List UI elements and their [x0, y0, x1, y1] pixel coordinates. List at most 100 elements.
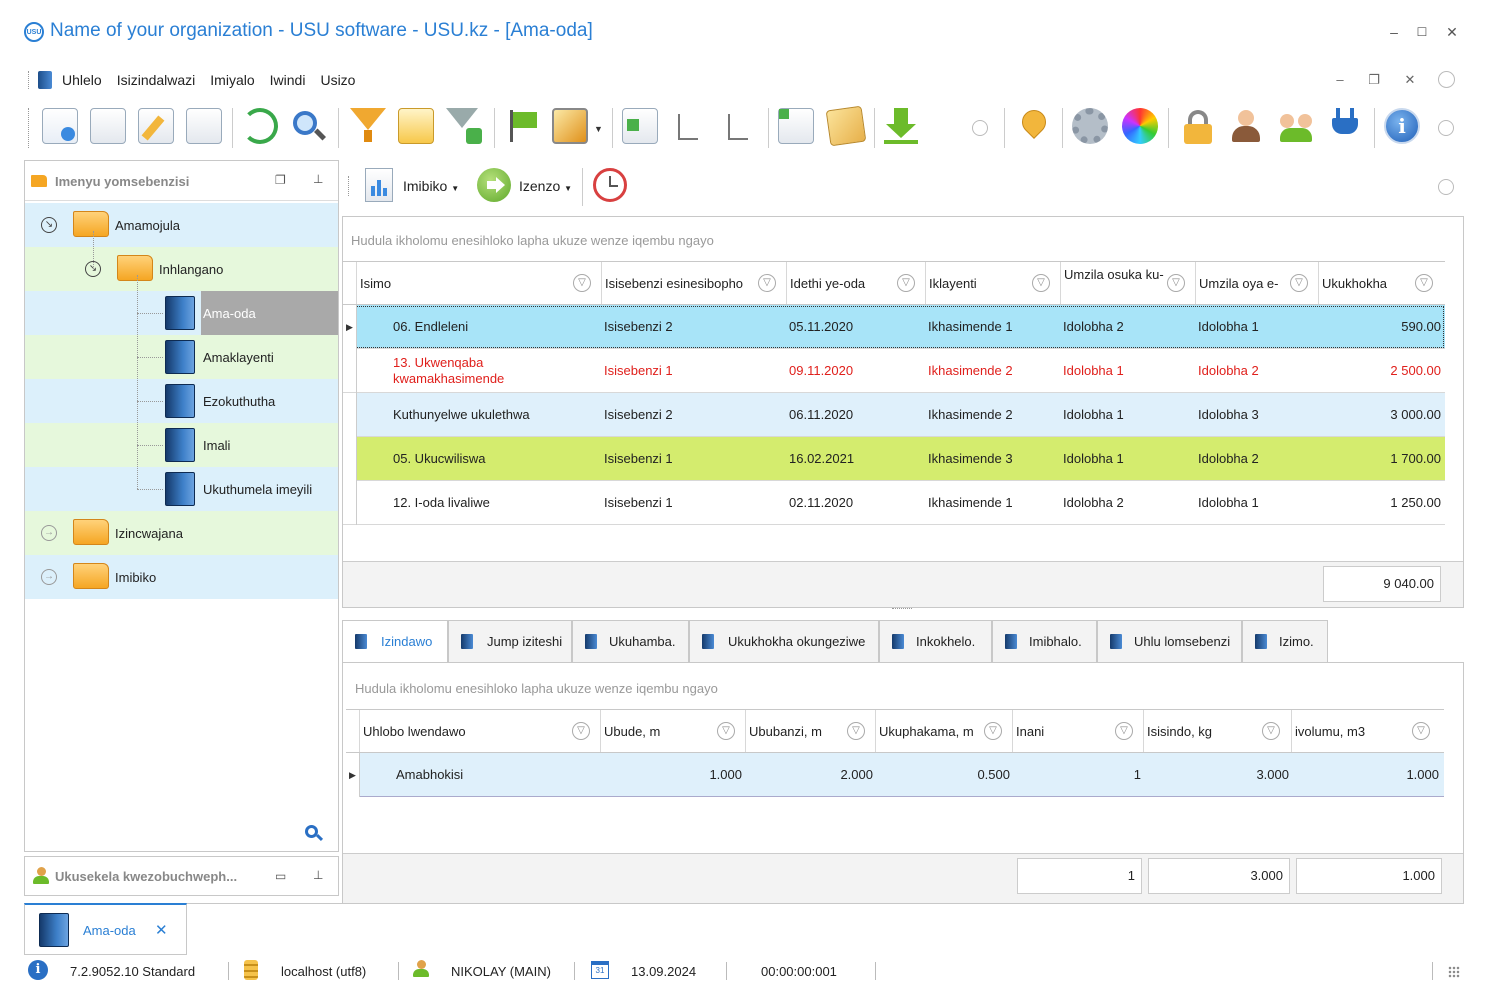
column-header-location-type[interactable]: Uhlobo lwendawo ▽ — [360, 710, 601, 752]
image-dropdown-icon[interactable]: ▼ — [594, 124, 603, 134]
menu-item-help[interactable]: Usizo — [320, 72, 356, 88]
tree-item-email[interactable]: Ukuthumela imeyili — [25, 467, 338, 511]
lock-icon[interactable] — [1180, 108, 1216, 144]
panel-pin-icon[interactable]: ⊥ — [313, 172, 324, 186]
tree-node-organization[interactable]: ↘ Inhlangano — [25, 247, 338, 291]
filter-icon[interactable]: ▽ — [984, 722, 1002, 740]
actions-arrow-icon[interactable] — [477, 168, 511, 202]
menu-item-commands[interactable]: Imiyalo — [210, 72, 255, 88]
tree-item-transport[interactable]: Ezokuthutha — [25, 379, 338, 423]
panel-pin-icon[interactable]: ⊥ — [313, 868, 324, 882]
plugin-icon[interactable] — [1328, 108, 1364, 144]
table-row[interactable]: 13. Ukwenqaba kwamakhasimende Isisebenzi… — [343, 349, 1445, 393]
user-admin-icon[interactable] — [1228, 108, 1264, 144]
search-icon[interactable] — [305, 825, 324, 842]
toolbar-end-collapse-icon[interactable] — [1438, 120, 1454, 136]
tab-additional-payments[interactable]: Ukukhokha okungeziwe — [689, 620, 879, 662]
column-header-weight[interactable]: Isisindo, kg ▽ — [1144, 710, 1292, 752]
report-icon[interactable] — [365, 168, 393, 202]
flag-icon[interactable] — [504, 108, 540, 144]
splitter-handle[interactable] — [892, 608, 912, 612]
clock-icon[interactable] — [593, 168, 627, 202]
column-header-height[interactable]: Ukuphakama, m ▽ — [876, 710, 1013, 752]
reports-dropdown[interactable]: Imibiko ▼ — [403, 178, 460, 194]
filter-icon[interactable]: ▽ — [847, 722, 865, 740]
tree-item-orders[interactable]: Ama-oda — [25, 291, 338, 335]
column-header-route-to[interactable]: Umzila oya e- ▽ — [1196, 262, 1319, 304]
column-header-quantity[interactable]: Inani ▽ — [1013, 710, 1144, 752]
expand-icon[interactable]: → — [41, 569, 57, 585]
menu-collapse-icon[interactable] — [1438, 71, 1455, 88]
tab-movement[interactable]: Ukuhamba. — [572, 620, 689, 662]
filter-icon[interactable]: ▽ — [1032, 274, 1050, 292]
filter-edit-icon[interactable] — [398, 108, 434, 144]
users-group-icon[interactable] — [1278, 108, 1314, 144]
tree-collapse-icon[interactable] — [720, 108, 756, 144]
column-header-width[interactable]: Ububanzi, m ▽ — [746, 710, 876, 752]
filter-icon[interactable]: ▽ — [897, 274, 915, 292]
window-close-button[interactable]: ✕ — [1446, 24, 1458, 40]
info-icon[interactable]: i — [1384, 108, 1420, 144]
toolbar-collapse-icon[interactable] — [972, 120, 988, 136]
mdi-minimize-button[interactable]: – — [1336, 72, 1344, 87]
refresh-icon[interactable] — [242, 108, 278, 144]
tree-item-clients[interactable]: Amaklayenti — [25, 335, 338, 379]
image-icon[interactable] — [552, 108, 588, 144]
collapse-icon[interactable]: ↘ — [41, 217, 57, 233]
report-bar-collapse-icon[interactable] — [1438, 179, 1454, 195]
window-maximize-button[interactable]: ☐ — [1416, 25, 1428, 39]
filter-icon[interactable]: ▽ — [1167, 274, 1185, 292]
download-icon[interactable] — [884, 108, 920, 144]
window-minimize-button[interactable]: – — [1390, 24, 1398, 40]
expand-icon[interactable]: → — [41, 525, 57, 541]
resize-grip-icon[interactable] — [1448, 966, 1460, 978]
tab-documents[interactable]: Imibhalo. — [992, 620, 1097, 662]
column-header-volume[interactable]: ivolumu, m3 ▽ — [1292, 710, 1443, 752]
copy-record-icon[interactable] — [90, 108, 126, 144]
table-row[interactable]: 05. Ukucwiliswa Isisebenzi 1 16.02.2021 … — [343, 437, 1445, 481]
mdi-restore-button[interactable]: ❐ — [1368, 72, 1380, 87]
table-row[interactable]: 12. I-oda livaliwe Isisebenzi 1 02.11.20… — [343, 481, 1445, 525]
tab-statuses[interactable]: Izimo. — [1242, 620, 1328, 662]
delete-record-icon[interactable] — [186, 108, 222, 144]
filter-icon[interactable]: ▽ — [1290, 274, 1308, 292]
table-row[interactable]: ▶ Amabhokisi 1.000 2.000 0.500 1 3.000 1… — [346, 753, 1444, 797]
column-header-client[interactable]: Iklayenti ▽ — [926, 262, 1061, 304]
search-icon[interactable] — [290, 108, 327, 144]
filter-icon[interactable]: ▽ — [758, 274, 776, 292]
tree-node-reports[interactable]: → Imibiko — [25, 555, 338, 599]
tree-item-money[interactable]: Imali — [25, 423, 338, 467]
location-pin-icon[interactable] — [1016, 105, 1052, 144]
tree-node-modules[interactable]: ↘ Amamojula — [25, 203, 338, 247]
notes-icon[interactable] — [825, 105, 867, 147]
actions-dropdown[interactable]: Izenzo ▼ — [519, 178, 573, 194]
add-row-icon[interactable] — [622, 108, 658, 144]
filter-icon[interactable]: ▽ — [1412, 722, 1430, 740]
document-tab-orders[interactable]: Ama-oda ✕ — [24, 903, 187, 955]
tab-payments[interactable]: Inkokhelo. — [879, 620, 992, 662]
filter-icon[interactable]: ▽ — [1115, 722, 1133, 740]
filter-icon[interactable]: ▽ — [573, 274, 591, 292]
table-row[interactable]: Kuthunyelwe ukulethwa Isisebenzi 2 06.11… — [343, 393, 1445, 437]
menu-item-window[interactable]: Iwindi — [269, 72, 306, 88]
filter-icon[interactable]: ▽ — [572, 722, 590, 740]
filter-clear-icon[interactable] — [446, 108, 482, 144]
tab-jump-stations[interactable]: Jump iziteshi — [448, 620, 572, 662]
menu-item-program[interactable]: Uhlelo — [62, 72, 102, 88]
edit-record-icon[interactable] — [138, 108, 174, 144]
tab-task-list[interactable]: Uhlu lomsebenzi — [1097, 620, 1242, 662]
mdi-close-button[interactable]: ✕ — [1404, 72, 1416, 87]
add-record-icon[interactable] — [42, 108, 78, 144]
column-header-order-date[interactable]: Idethi ye-oda ▽ — [787, 262, 926, 304]
close-icon[interactable]: ✕ — [155, 922, 168, 939]
filter-icon[interactable]: ▽ — [1262, 722, 1280, 740]
panel-float-icon[interactable]: ❐ — [275, 173, 286, 187]
filter-icon[interactable]: ▽ — [717, 722, 735, 740]
column-header-status[interactable]: Isimo ▽ — [357, 262, 602, 304]
tree-expand-icon[interactable] — [670, 108, 706, 144]
column-header-length[interactable]: Ubude, m ▽ — [601, 710, 746, 752]
table-row[interactable]: ▶ 06. Endleleni Isisebenzi 2 05.11.2020 … — [343, 305, 1445, 349]
panel-restore-icon[interactable]: ▭ — [275, 869, 287, 883]
filter-icon[interactable]: ▽ — [1415, 274, 1433, 292]
settings-gear-icon[interactable] — [1072, 108, 1108, 144]
